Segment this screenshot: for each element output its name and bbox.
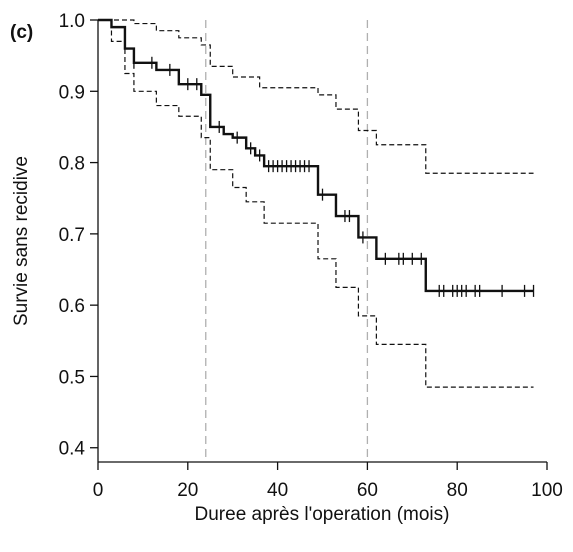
x-tick-label: 100 bbox=[531, 480, 563, 501]
y-axis-title: Survie sans recidive bbox=[11, 156, 32, 326]
y-tick-label: 0.9 bbox=[59, 82, 85, 103]
x-tick-label: 0 bbox=[93, 480, 104, 501]
x-tick-label: 80 bbox=[447, 480, 468, 501]
ticks: 0 20 40 60 80 100 0.4 0.5 0.6 0.7 0.8 0.9 1.0 bbox=[59, 11, 563, 501]
x-tick-label: 20 bbox=[177, 480, 198, 501]
axes bbox=[97, 20, 547, 463]
confidence-bands bbox=[98, 19, 534, 388]
upper-ci-line bbox=[98, 19, 534, 174]
y-tick-label: 0.4 bbox=[59, 439, 86, 460]
x-tick-label: 60 bbox=[357, 480, 378, 501]
y-tick-label: 0.6 bbox=[59, 296, 85, 317]
x-tick-label: 40 bbox=[267, 480, 288, 501]
x-axis-title: Duree après l'operation (mois) bbox=[195, 504, 450, 525]
y-tick-label: 1.0 bbox=[59, 11, 85, 32]
survival-curve bbox=[98, 18, 534, 293]
y-tick-label: 0.7 bbox=[59, 225, 85, 246]
survival-estimate-line bbox=[98, 18, 534, 293]
reference-lines bbox=[205, 20, 369, 462]
y-tick-label: 0.8 bbox=[59, 154, 85, 175]
censor-marks bbox=[133, 56, 535, 297]
lower-ci-line bbox=[98, 19, 534, 388]
y-tick-label: 0.5 bbox=[59, 367, 85, 388]
panel-label: (c) bbox=[10, 22, 33, 43]
